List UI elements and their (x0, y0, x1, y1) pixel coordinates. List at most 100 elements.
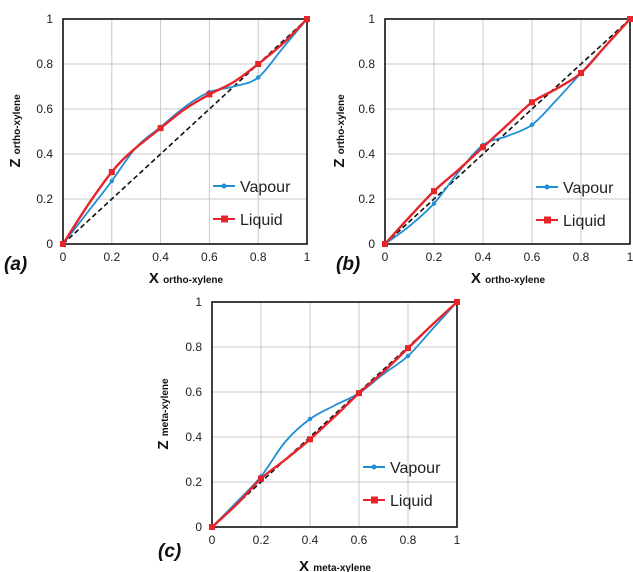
plot-frame (211, 301, 458, 528)
x-tick-label: 0 (382, 250, 389, 264)
x-axis-title-main: X (299, 558, 313, 572)
data-point-liquid (209, 524, 215, 530)
legend-swatch-marker (544, 184, 550, 190)
legend-swatch-marker (371, 496, 378, 504)
y-tick-label: 0.6 (358, 102, 375, 116)
legend-label: Liquid (563, 213, 606, 230)
series-line-vapour (62, 18, 308, 245)
x-axis-title-sub: meta-xylene (313, 563, 371, 572)
y-tick-label: 0.4 (185, 430, 202, 444)
data-point-liquid (258, 475, 264, 482)
chart-panel-a: 0 0.2 0.4 0.6 0.8 1 0 0.2 0.4 0.6 0.8 1 Vapour Liquid… (4, 12, 311, 287)
y-axis-title-main: Z (155, 436, 172, 449)
legend-swatch-marker (371, 464, 377, 470)
data-point-liquid (356, 390, 362, 397)
data-point-vapour (431, 201, 437, 206)
y-tick-label: 0.2 (358, 192, 375, 206)
data-point-liquid (304, 16, 310, 22)
data-point-liquid (382, 241, 388, 247)
data-point-liquid (108, 169, 115, 175)
x-tick-label: 0.8 (400, 533, 417, 547)
x-tick-label: 0.8 (250, 250, 267, 264)
plot-frame (62, 18, 308, 245)
x-tick-label: 0.4 (475, 250, 492, 264)
data-point-liquid (480, 144, 486, 151)
data-point-liquid (157, 125, 164, 132)
x-tick-label: 0.6 (351, 533, 368, 547)
legend-swatch-marker (544, 216, 551, 224)
x-axis-title-sub: ortho-xylene (485, 275, 545, 286)
x-tick-label: 0.2 (103, 250, 120, 264)
legend-label: Vapour (240, 179, 291, 196)
series-line-liquid (61, 18, 308, 245)
data-point-vapour (109, 178, 115, 184)
y-axis-title-sub: ortho-xylene (12, 94, 23, 154)
x-tick-label: 1 (627, 250, 633, 264)
data-point-liquid (627, 16, 633, 22)
y-tick-label: 0.2 (36, 192, 53, 206)
data-point-liquid (206, 91, 213, 98)
x-axis-title-main: X (471, 270, 485, 287)
data-point-liquid (578, 70, 584, 76)
legend-swatch-marker (221, 183, 227, 189)
y-tick-label: 0.4 (358, 147, 375, 161)
y-axis-title-sub: ortho-xylene (336, 94, 347, 154)
data-point-vapour (405, 353, 411, 359)
legend-label: Liquid (390, 493, 433, 510)
data-point-vapour (529, 122, 535, 127)
panel-label: (b) (336, 254, 360, 275)
legend-label: Liquid (240, 212, 283, 229)
data-point-liquid (431, 188, 437, 195)
plot-frame (384, 18, 631, 245)
data-point-liquid (529, 99, 535, 106)
y-tick-label: 1 (195, 295, 202, 309)
legend-label: Vapour (563, 180, 614, 197)
y-tick-label: 0 (368, 237, 375, 251)
y-tick-label: 1 (46, 12, 53, 26)
chart-panel-c: 0 0.2 0.4 0.6 0.8 1 0 0.2 0.4 0.6 0.8 1 Vapour Liquid… (155, 295, 461, 572)
data-point-liquid (307, 436, 313, 443)
data-point-liquid (405, 345, 411, 352)
x-tick-label: 0.2 (426, 250, 443, 264)
y-axis-title: Z ortho-xylene (7, 94, 24, 168)
data-point-vapour (307, 416, 313, 422)
series-line-liquid (384, 18, 631, 245)
y-tick-label: 0.6 (36, 102, 53, 116)
chart-panel-b: 0 0.2 0.4 0.6 0.8 1 0 0.2 0.4 0.6 0.8 1 Vapour Liquid… (331, 12, 633, 287)
y-tick-label: 0 (46, 237, 53, 251)
y-axis-title: Z meta-xylene (155, 378, 172, 450)
x-tick-label: 0.4 (302, 533, 319, 547)
x-axis-title: X meta-xylene (299, 558, 371, 572)
y-axis-title-main: Z (331, 154, 348, 167)
x-tick-label: 0.2 (253, 533, 270, 547)
y-tick-label: 1 (368, 12, 375, 26)
y-tick-label: 0.6 (185, 385, 202, 399)
legend-swatch-marker (221, 215, 228, 223)
x-axis-title: X ortho-xylene (149, 270, 224, 287)
x-axis-title: X ortho-xylene (471, 270, 546, 287)
x-tick-label: 1 (454, 533, 461, 547)
y-axis-title-sub: meta-xylene (160, 378, 171, 436)
data-point-vapour (256, 75, 261, 80)
panel-label: (c) (158, 541, 181, 562)
y-tick-label: 0 (195, 520, 202, 534)
y-tick-label: 0.4 (36, 147, 53, 161)
x-tick-label: 0 (209, 533, 216, 547)
data-point-liquid (255, 61, 262, 67)
x-tick-label: 0.6 (201, 250, 218, 264)
y-tick-label: 0.8 (185, 340, 202, 354)
x-tick-label: 0.8 (573, 250, 590, 264)
x-axis-title-main: X (149, 270, 163, 287)
series-line-liquid (211, 301, 458, 528)
data-point-liquid (60, 241, 66, 247)
legend-label: Vapour (390, 460, 441, 477)
y-axis-title-main: Z (7, 154, 24, 167)
x-axis-title-sub: ortho-xylene (163, 275, 223, 286)
x-tick-label: 1 (304, 250, 311, 264)
y-tick-label: 0.8 (358, 57, 375, 71)
diagonal-reference-line (384, 18, 631, 245)
y-axis-title: Z ortho-xylene (331, 94, 348, 168)
x-tick-label: 0 (60, 250, 67, 264)
data-point-liquid (454, 299, 460, 305)
